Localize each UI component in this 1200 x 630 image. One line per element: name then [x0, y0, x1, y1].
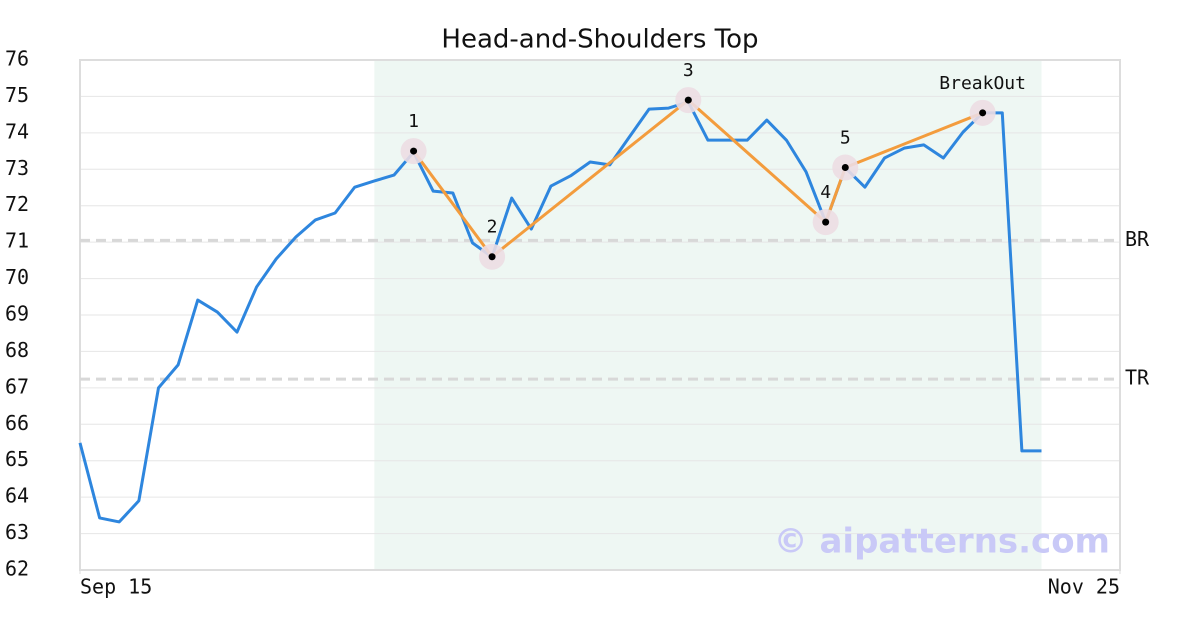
pattern-dot: [684, 96, 692, 104]
pattern-dot: [410, 147, 418, 155]
pattern-label: 2: [487, 217, 498, 238]
y-tick-label: 65: [5, 447, 29, 471]
x-tick-label: Sep 15: [80, 575, 152, 599]
y-tick-label: 73: [5, 156, 29, 180]
pattern-dot: [979, 109, 987, 117]
y-tick-label: 69: [5, 302, 29, 326]
pattern-dot: [841, 163, 849, 171]
pattern-label: BreakOut: [939, 73, 1026, 94]
y-tick-label: 68: [5, 338, 29, 362]
price-line: [78, 100, 1042, 524]
pattern-label: 1: [408, 111, 419, 132]
y-tick-label: 64: [5, 484, 29, 508]
level-label: BR: [1125, 227, 1150, 251]
plot-frame: [79, 59, 1121, 571]
pattern-line: [412, 98, 984, 259]
y-tick-label: 74: [5, 119, 29, 143]
pattern-label: 3: [683, 60, 694, 81]
watermark: © aipatterns.com: [774, 522, 1110, 562]
y-tick-label: 70: [5, 265, 29, 289]
pattern-label: 4: [820, 182, 831, 203]
pattern-dot: [822, 218, 830, 226]
y-tick-label: 76: [5, 47, 29, 71]
chart-title: Head-and-Shoulders Top: [441, 25, 758, 55]
y-tick-label: 66: [5, 411, 29, 435]
pattern-label: 5: [840, 127, 851, 148]
x-tick-label: Nov 25: [1048, 575, 1120, 599]
y-tick-label: 72: [5, 192, 29, 216]
y-tick-label: 71: [5, 229, 29, 253]
pattern-dot: [488, 253, 496, 261]
y-tick-label: 63: [5, 520, 29, 544]
level-label: TR: [1125, 366, 1150, 390]
y-tick-label: 67: [5, 374, 29, 398]
y-tick-label: 75: [5, 83, 29, 107]
y-tick-label: 62: [5, 557, 29, 581]
